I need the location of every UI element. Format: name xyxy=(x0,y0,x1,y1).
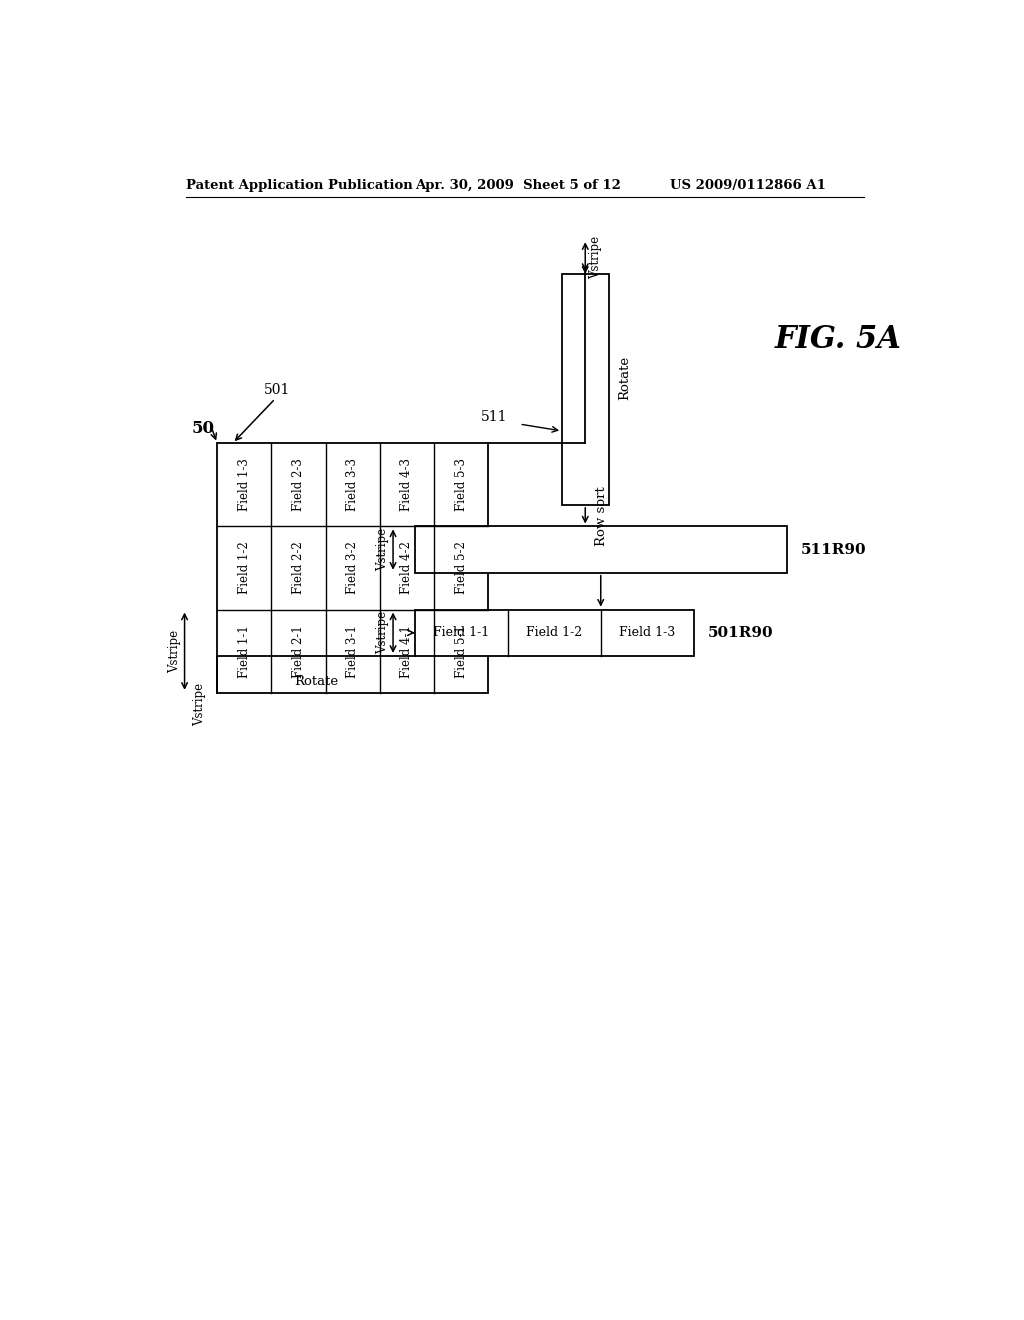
Text: FIG. 5A: FIG. 5A xyxy=(775,323,902,355)
Text: Vstripe: Vstripe xyxy=(168,630,180,673)
Text: Field 4-3: Field 4-3 xyxy=(400,458,414,511)
Text: Field 5-2: Field 5-2 xyxy=(455,541,468,594)
Text: Row sort: Row sort xyxy=(595,486,607,545)
Text: Apr. 30, 2009  Sheet 5 of 12: Apr. 30, 2009 Sheet 5 of 12 xyxy=(415,178,621,191)
Text: Field 1-1: Field 1-1 xyxy=(433,626,489,639)
Text: Field 2-2: Field 2-2 xyxy=(292,541,305,594)
Text: Vstripe: Vstripe xyxy=(194,682,207,726)
Text: Field 5-3: Field 5-3 xyxy=(455,458,468,511)
Text: Vstripe: Vstripe xyxy=(376,528,389,572)
Bar xyxy=(415,527,786,573)
Bar xyxy=(415,610,693,656)
Text: Field 3-3: Field 3-3 xyxy=(346,458,359,511)
Text: Rotate: Rotate xyxy=(294,675,338,688)
Text: 501R90: 501R90 xyxy=(708,626,773,640)
Text: 501: 501 xyxy=(263,383,290,397)
Text: 511R90: 511R90 xyxy=(801,543,866,557)
Text: Field 1-2: Field 1-2 xyxy=(238,541,251,594)
Text: Field 1-3: Field 1-3 xyxy=(620,626,676,639)
Text: Vstripe: Vstripe xyxy=(589,235,602,279)
Text: Field 5-1: Field 5-1 xyxy=(455,624,468,677)
Text: US 2009/0112866 A1: US 2009/0112866 A1 xyxy=(671,178,826,191)
Text: Patent Application Publication: Patent Application Publication xyxy=(186,178,413,191)
Text: Field 4-1: Field 4-1 xyxy=(400,624,414,677)
Text: Field 2-1: Field 2-1 xyxy=(292,624,305,677)
Bar xyxy=(217,444,488,693)
Text: Vstripe: Vstripe xyxy=(376,611,389,655)
Text: Field 3-1: Field 3-1 xyxy=(346,624,359,677)
Text: 511: 511 xyxy=(481,411,508,424)
Text: Field 3-2: Field 3-2 xyxy=(346,541,359,594)
Text: Rotate: Rotate xyxy=(617,356,631,400)
Text: Field 1-2: Field 1-2 xyxy=(526,626,583,639)
Text: Field 4-2: Field 4-2 xyxy=(400,541,414,594)
Text: Field 1-3: Field 1-3 xyxy=(238,458,251,511)
Text: Field 1-1: Field 1-1 xyxy=(238,624,251,677)
Bar xyxy=(562,275,608,506)
Text: Field 2-3: Field 2-3 xyxy=(292,458,305,511)
Text: 50: 50 xyxy=(191,420,215,437)
